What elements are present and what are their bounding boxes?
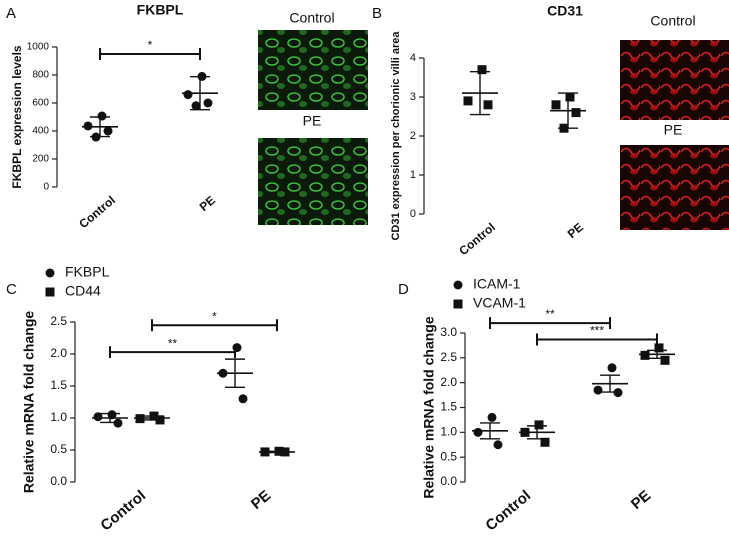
x-tick-label: PE [248, 487, 274, 513]
y-axis-label: FKBPL expression levels [10, 45, 24, 189]
data-point [473, 427, 483, 437]
significance-label: *** [590, 324, 604, 338]
y-tick-label: 0.0 [440, 474, 457, 488]
micrograph [258, 138, 368, 225]
data-point [183, 90, 193, 100]
y-tick-label: 0.5 [50, 442, 67, 456]
significance-label: ** [545, 307, 555, 321]
data-point [565, 92, 575, 102]
data-point [551, 100, 561, 110]
image-label: Control [289, 10, 334, 26]
y-tick-label: 600 [32, 98, 49, 109]
legend-marker [45, 287, 55, 297]
y-tick-label: 2 [410, 130, 416, 142]
y-tick-label: 0.5 [440, 449, 457, 463]
data-point [654, 343, 664, 353]
chart-title: CD31 [547, 3, 583, 19]
y-tick-label: 800 [32, 70, 49, 81]
image-label: PE [664, 122, 683, 138]
x-tick-label: PE [197, 193, 218, 214]
y-tick-label: 1.5 [50, 378, 67, 392]
image-label: PE [303, 113, 322, 129]
y-axis-label: Relative mRNA fold change [421, 316, 437, 499]
image-label: Control [650, 13, 695, 29]
data-point [232, 343, 242, 353]
panel-letter: A [6, 5, 16, 22]
micrograph [620, 40, 729, 120]
y-tick-label: 2.5 [50, 314, 67, 328]
x-tick-label: Control [76, 193, 118, 231]
micrograph [620, 145, 729, 230]
panel-letter: C [6, 281, 17, 298]
legend-marker [453, 299, 463, 309]
legend-marker [453, 280, 463, 290]
y-tick-label: 3 [410, 91, 416, 103]
chart-title: FKBPL [137, 2, 184, 18]
y-tick-label: 200 [32, 154, 49, 165]
y-tick-label: 3.0 [440, 325, 457, 339]
data-point [493, 440, 503, 450]
x-tick-label: Control [456, 220, 498, 258]
data-point [191, 101, 201, 111]
y-axis-label: CD31 expression per chorionic villi area [390, 31, 402, 241]
y-tick-label: 2.0 [440, 375, 457, 389]
x-tick-label: PE [628, 487, 654, 513]
y-tick-label: 0.0 [50, 474, 67, 488]
y-tick-label: 2.5 [440, 350, 457, 364]
y-tick-label: 1.0 [440, 425, 457, 439]
data-point [660, 355, 670, 365]
significance-label: ** [168, 336, 178, 350]
legend-marker [45, 268, 55, 278]
micrograph [258, 30, 368, 110]
data-point [593, 385, 603, 395]
data-point [534, 420, 544, 430]
significance-label: * [148, 38, 153, 52]
legend-label: CD44 [65, 283, 101, 299]
y-tick-label: 1.5 [440, 400, 457, 414]
data-point [103, 126, 113, 136]
y-tick-label: 1 [410, 169, 416, 181]
data-point [607, 363, 617, 373]
data-point [487, 412, 497, 422]
x-tick-label: Control [97, 487, 149, 534]
significance-label: * [212, 309, 217, 323]
data-point [571, 108, 581, 118]
data-point [97, 111, 107, 121]
panel-letter: D [398, 281, 409, 298]
y-axis-label: Relative mRNA fold change [21, 311, 37, 494]
legend-label: ICAM-1 [473, 276, 521, 292]
y-tick-label: 0 [410, 208, 416, 220]
data-point [540, 437, 550, 447]
y-tick-label: 4 [410, 52, 416, 64]
panel-letter: B [372, 5, 382, 22]
x-tick-label: Control [482, 487, 534, 534]
data-point [203, 98, 213, 108]
legend-label: FKBPL [65, 264, 110, 280]
data-point [483, 100, 493, 110]
y-tick-label: 1000 [27, 42, 50, 53]
data-point [83, 121, 93, 131]
data-point [463, 96, 473, 106]
y-tick-label: 0 [43, 182, 49, 193]
x-tick-label: PE [565, 220, 586, 241]
legend-label: VCAM-1 [473, 295, 526, 311]
data-point [640, 350, 650, 360]
y-tick-label: 400 [32, 126, 49, 137]
data-point [477, 65, 487, 75]
data-point [93, 412, 103, 422]
y-tick-label: 1.0 [50, 410, 67, 424]
y-tick-label: 2.0 [50, 346, 67, 360]
data-point [238, 394, 248, 404]
